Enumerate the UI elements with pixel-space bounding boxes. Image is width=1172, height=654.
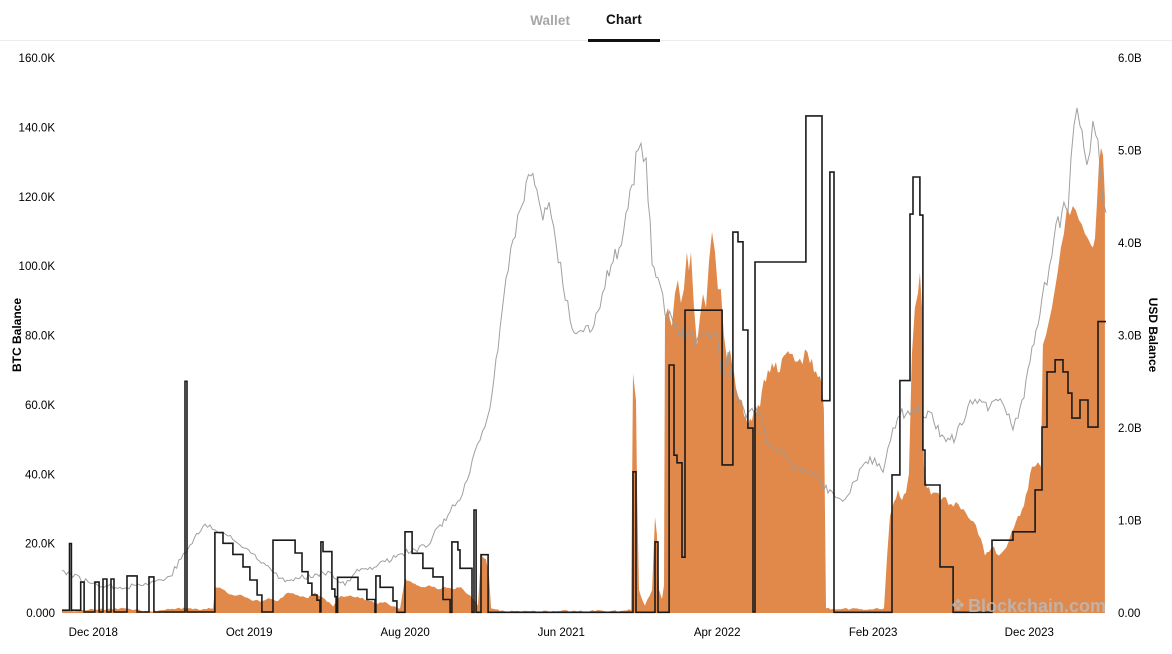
watermark-text: Blockchain.com: [968, 596, 1106, 616]
btc-balance-step-line: [62, 115, 1106, 614]
y-axis-tick-right: 2.0B: [1118, 423, 1142, 435]
blockchain-logo-icon: ❖: [950, 596, 965, 615]
y-axis-tick-left: 140.0K: [19, 122, 56, 134]
tab-chart[interactable]: Chart: [588, 0, 660, 42]
left-axis-title: BTC Balance: [10, 297, 24, 373]
btc-price-line: [61, 107, 1107, 590]
y-axis-tick-left: 40.0K: [25, 469, 55, 481]
right-axis-title: USD Balance: [1146, 297, 1160, 373]
x-axis-tick: Aug 2020: [381, 627, 430, 639]
y-axis-tick-left: 0.000: [26, 608, 55, 620]
x-axis-tick: Oct 2019: [226, 627, 273, 639]
y-axis-tick-right: 4.0B: [1118, 238, 1142, 250]
y-axis-tick-left: 120.0K: [19, 192, 56, 204]
y-axis-tick-right: 6.0B: [1118, 53, 1142, 65]
y-axis-tick-right: 0.00: [1118, 608, 1140, 620]
x-axis-tick: Jun 2021: [538, 627, 585, 639]
y-axis-tick-right: 1.0B: [1118, 516, 1142, 528]
tab-bar: Wallet Chart: [0, 0, 1172, 42]
tab-wallet[interactable]: Wallet: [530, 12, 571, 28]
y-axis-tick-right: 3.0B: [1118, 331, 1142, 343]
y-axis-tick-left: 160.0K: [19, 53, 56, 65]
y-axis-tick-left: 20.0K: [25, 539, 55, 551]
x-axis-tick: Feb 2023: [849, 627, 898, 639]
y-axis-tick-left: 100.0K: [19, 261, 56, 273]
x-axis-tick: Dec 2018: [69, 627, 118, 639]
x-axis-tick: Apr 2022: [694, 627, 741, 639]
usd-balance-area: [62, 147, 1105, 613]
y-axis-tick-left: 80.0K: [25, 331, 55, 343]
x-axis-tick: Dec 2023: [1005, 627, 1054, 639]
y-axis-tick-right: 5.0B: [1118, 146, 1142, 158]
y-axis-tick-left: 60.0K: [25, 400, 55, 412]
watermark: ❖ Blockchain.com: [950, 596, 1106, 616]
